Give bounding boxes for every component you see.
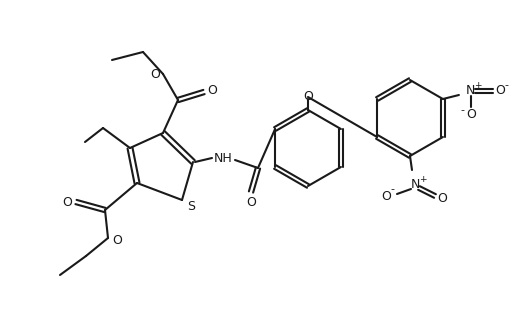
Text: O: O: [381, 190, 391, 203]
Text: -: -: [505, 80, 509, 90]
Text: O: O: [62, 196, 72, 208]
Text: +: +: [419, 175, 427, 183]
Text: O: O: [246, 196, 256, 208]
Text: S: S: [187, 199, 195, 213]
Text: N: N: [411, 177, 420, 191]
Text: O: O: [437, 192, 447, 204]
Text: N: N: [466, 84, 475, 98]
Text: O: O: [150, 68, 160, 82]
Text: NH: NH: [214, 151, 233, 165]
Text: O: O: [112, 234, 122, 246]
Text: -: -: [461, 105, 465, 115]
Text: O: O: [303, 90, 313, 104]
Text: +: +: [474, 82, 482, 90]
Text: O: O: [207, 84, 217, 98]
Text: -: -: [390, 184, 394, 194]
Text: O: O: [466, 107, 476, 121]
Text: O: O: [495, 84, 505, 98]
